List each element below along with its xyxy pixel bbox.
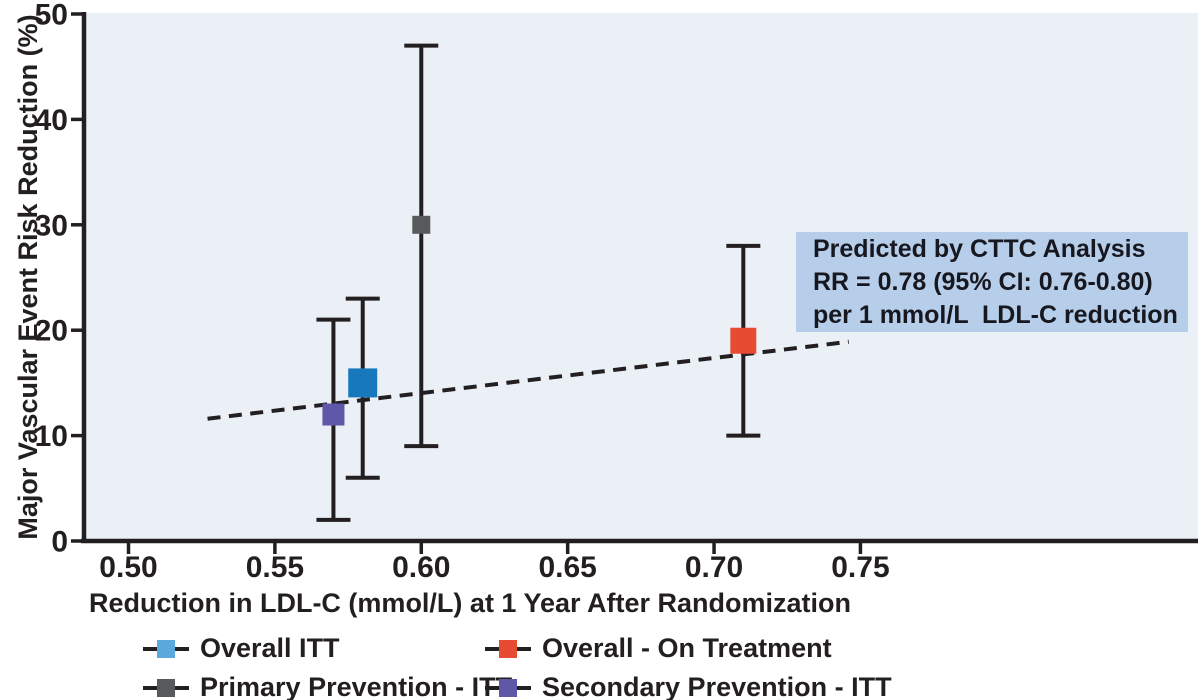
data-point-overall-itt	[348, 368, 378, 398]
data-point-primary-prevention-itt	[412, 215, 431, 234]
y-tick-label-0: 0	[51, 526, 68, 559]
legend-marker-overall-itt-icon	[143, 639, 189, 659]
annotation-line-1: Predicted by CTTC Analysis	[813, 234, 1146, 263]
y-tick-label-10: 10	[35, 420, 68, 453]
x-tick-label-0.70: 0.70	[685, 551, 743, 584]
annotation-line-3: per 1 mmol/L LDL-C reduction	[813, 300, 1178, 329]
legend-marker-primary-prevention-itt-icon	[143, 678, 189, 698]
y-tick-label-20: 20	[35, 315, 68, 348]
data-point-secondary-prevention-itt	[322, 403, 345, 426]
legend-item-overall-itt: Overall ITT	[143, 633, 485, 664]
x-axis-title: Reduction in LDL-C (mmol/L) at 1 Year Af…	[88, 588, 852, 618]
legend-label: Primary Prevention - ITT	[200, 672, 513, 700]
data-point-overall-on-treatment	[730, 327, 757, 354]
y-tick-label-50: 50	[35, 0, 68, 32]
legend-label: Secondary Prevention - ITT	[542, 672, 892, 700]
x-tick-label-0.75: 0.75	[831, 551, 889, 584]
y-tick-label-30: 30	[35, 209, 68, 242]
annotation-line-2: RR = 0.78 (95% CI: 0.76-0.80)	[813, 267, 1153, 296]
legend-marker-overall-on-treatment-icon	[485, 639, 531, 659]
legend-marker-secondary-prevention-itt-icon	[485, 678, 531, 698]
legend-item-primary-prevention-itt: Primary Prevention - ITT	[143, 672, 512, 700]
y-tick-label-40: 40	[35, 104, 68, 137]
x-tick-label-0.55: 0.55	[246, 551, 304, 584]
trend-line-dashed	[207, 339, 849, 421]
x-tick-label-0.60: 0.60	[392, 551, 450, 584]
legend-item-secondary-prevention-itt: Secondary Prevention - ITT	[485, 672, 892, 700]
y-axis-title: Major Vascular Event Risk Reduction (%)	[13, 14, 43, 540]
legend-item-overall-on-treatment: Overall - On Treatment	[485, 633, 892, 664]
legend-label: Overall ITT	[200, 633, 340, 663]
x-tick-label-0.50: 0.50	[99, 551, 157, 584]
legend: Overall ITT Overall - On Treatment Prima…	[143, 629, 892, 700]
legend-label: Overall - On Treatment	[542, 633, 832, 663]
x-tick-label-0.65: 0.65	[538, 551, 596, 584]
cttc-prediction-annotation: Predicted by CTTC Analysis RR = 0.78 (95…	[796, 232, 1188, 332]
